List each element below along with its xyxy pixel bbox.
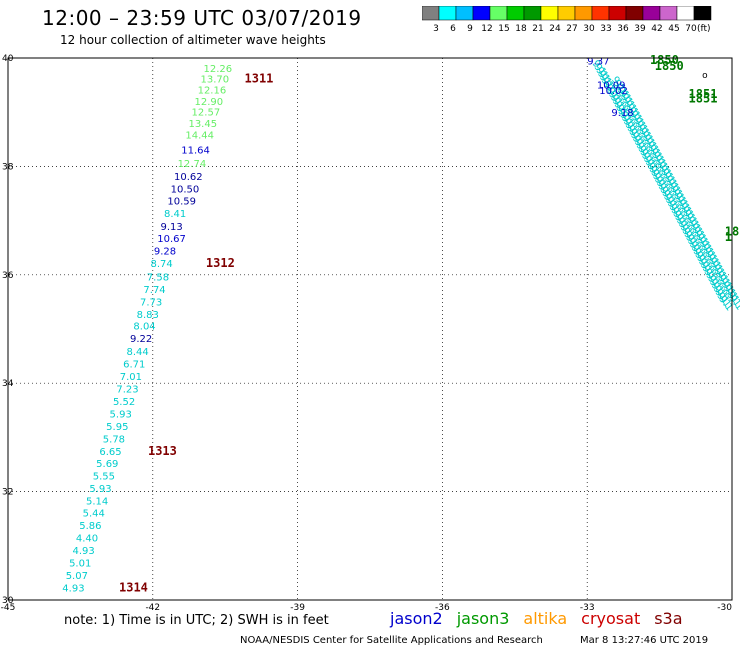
altimeter-map: -45 -42 -39 -36 -33 -3040383634323012.2613.70… xyxy=(1,53,740,612)
legend-item-jason3: jason3 xyxy=(456,609,510,628)
wave-height-label: 12.57 xyxy=(192,108,221,119)
wave-height-label: 8.04 xyxy=(133,322,155,333)
colorbar-tick-label: 45 xyxy=(668,24,679,34)
wave-height-label: 9.28 xyxy=(154,246,176,257)
pass-time-label: 1850 xyxy=(655,59,684,73)
legend-item-s3a: s3a xyxy=(654,609,683,628)
wave-height-label: 7.73 xyxy=(140,297,162,308)
colorbar-tick-label: 39 xyxy=(634,24,646,34)
wave-height-label: 13.70 xyxy=(201,75,230,86)
x-tick-label: -30 xyxy=(717,603,732,612)
wave-height-label: 5.95 xyxy=(106,422,128,433)
wave-height-label: 5.86 xyxy=(79,521,101,532)
y-tick-label: 30 xyxy=(2,596,14,606)
pass-time-label: 1313 xyxy=(148,444,177,458)
wave-height-label: 9.37 xyxy=(587,57,609,68)
footer-credit: NOAA/NESDIS Center for Satellite Applica… xyxy=(240,635,543,646)
wave-height-label: 11.64 xyxy=(181,146,210,157)
legend-item-altika: altika xyxy=(523,609,568,628)
colorbar-swatch xyxy=(693,6,712,21)
colorbar-tick-label: 15 xyxy=(498,24,509,34)
wave-height-label: 13.45 xyxy=(188,119,217,130)
legend-item-jason2: jason2 xyxy=(390,609,443,628)
map-frame xyxy=(7,57,733,601)
units-note: note: 1) Time is in UTC; 2) SWH is in fe… xyxy=(64,613,329,628)
wave-height-label: 10.50 xyxy=(171,185,200,196)
wave-height-label: 5.55 xyxy=(93,471,115,482)
wave-height-label: 7.58 xyxy=(147,272,169,283)
wave-height-label: 6.71 xyxy=(123,360,145,371)
wave-height-label: 14.44 xyxy=(185,130,214,141)
satellite-legend: jason2 jason3 altika cryosat s3a xyxy=(390,609,697,628)
wave-height-label: 12.74 xyxy=(178,159,207,170)
wave-height-label: 10.59 xyxy=(167,197,196,208)
wave-height-label: 8.44 xyxy=(126,347,148,358)
x-tick-label: -33 xyxy=(580,603,595,612)
wave-height-label: 7.74 xyxy=(143,285,165,296)
colorbar-tick-label: 6 xyxy=(450,24,456,34)
wave-height-label: 12.26 xyxy=(203,64,232,75)
colorbar-tick-label: 33 xyxy=(600,24,611,34)
pass-time-label: 1851 xyxy=(689,92,718,106)
x-tick-label: -39 xyxy=(290,603,305,612)
wave-height-label: 4.93 xyxy=(72,546,94,557)
colorbar-tick-label: 27 xyxy=(566,24,577,34)
wave-height-label: 4.93 xyxy=(62,584,84,595)
colorbar-tick-label: 30 xyxy=(583,24,595,34)
wave-height-label: 5.69 xyxy=(96,459,118,470)
wave-height-label: 5.01 xyxy=(69,559,91,570)
colorbar-tick-label: 9 xyxy=(467,24,473,34)
colorbar-tick-label: 70 xyxy=(685,24,697,34)
pass-time-label: 1850 xyxy=(650,53,679,67)
wave-height-label: 10.67 xyxy=(157,234,186,245)
colorbar-tick-label: 12 xyxy=(481,24,492,34)
wave-height-label: 5.78 xyxy=(103,434,125,445)
colorbar-tick-label: 24 xyxy=(549,24,561,34)
wave-height-label: 9.13 xyxy=(160,222,182,233)
legend-item-cryosat: cryosat xyxy=(581,609,641,628)
wave-height-label: 8.74 xyxy=(150,259,172,270)
pass-time-label: 1312 xyxy=(206,256,235,270)
wave-height-label: 9.18 xyxy=(611,108,633,119)
wave-height-label: 4.40 xyxy=(76,534,98,545)
colorbar-tick-label: 21 xyxy=(532,24,543,34)
wave-height-label: 8.41 xyxy=(164,209,186,220)
wave-height-label: 5.52 xyxy=(113,397,135,408)
wave-height-label: 5.44 xyxy=(83,509,105,520)
wave-height-label: 5.93 xyxy=(89,484,111,495)
pass-time-label: 1314 xyxy=(119,581,148,595)
wave-height-label: 10.62 xyxy=(174,172,203,183)
chart-title: 12:00 – 23:59 UTC 03/07/2019 xyxy=(42,6,362,30)
wave-height-label: 10.09 xyxy=(597,81,626,92)
wave-height-label: 7.01 xyxy=(120,372,142,383)
colorbar-tick-label: 42 xyxy=(651,24,662,34)
x-tick-label: -42 xyxy=(145,603,160,612)
wave-height-label: 6.65 xyxy=(99,447,121,458)
wave-height-label: 5.93 xyxy=(110,410,132,421)
colorbar-tick-label: 36 xyxy=(617,24,629,34)
wave-height-label: 9.22 xyxy=(130,334,152,345)
wave-height-label: 7.23 xyxy=(116,385,138,396)
pass-time-label: 1311 xyxy=(245,72,274,86)
footer-timestamp: Mar 8 13:27:46 UTC 2019 xyxy=(580,635,709,646)
x-tick-label: -36 xyxy=(435,603,450,612)
chart-subtitle: 12 hour collection of altimeter wave hei… xyxy=(60,33,326,47)
pass-time-label: 1 xyxy=(725,230,732,244)
wave-height-label: 5.07 xyxy=(66,571,88,582)
colorbar-tick-label: 3 xyxy=(433,24,439,34)
east-track-labels: 9.19.19.19.19.19.19.19.19.19.19.19.19.19… xyxy=(590,58,740,313)
colorbar-unit: (ft) xyxy=(697,24,711,34)
wave-height-label: 5.14 xyxy=(86,496,108,507)
x-tick-label: -45 xyxy=(1,603,16,612)
marker-point: o xyxy=(702,71,708,81)
wave-height-label: 12.90 xyxy=(194,97,223,108)
wave-height-label: 12.16 xyxy=(198,85,227,96)
pass-time-label: 1851 xyxy=(689,87,718,101)
wave-height-label: 8.83 xyxy=(137,310,159,321)
wave-height-label: 10.02 xyxy=(599,86,628,97)
colorbar-tick-label: 18 xyxy=(515,24,527,34)
color-scale-bar: 3 6 9 12 15 18 21 24 27 30 33 36 39 42 45 70 (ft) xyxy=(422,6,712,34)
